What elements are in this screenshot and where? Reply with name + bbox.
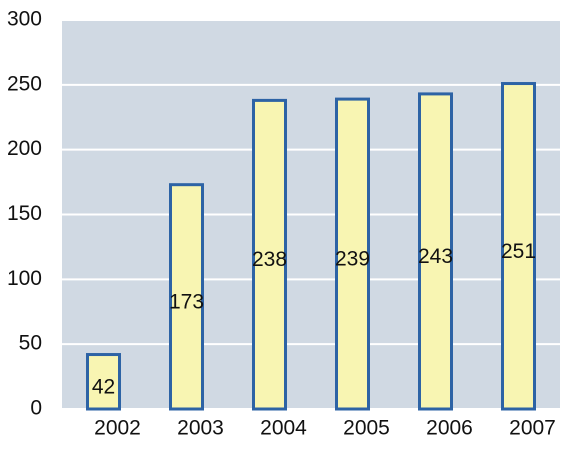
y-tick-label: 50 (19, 332, 42, 355)
x-tick-label: 2002 (94, 417, 141, 440)
y-tick-label: 150 (7, 202, 42, 225)
x-tick-label: 2003 (177, 417, 224, 440)
value-label: 238 (252, 248, 287, 271)
x-tick-label: 2004 (260, 417, 307, 440)
y-tick-label: 250 (7, 72, 42, 95)
x-tick-label: 2005 (343, 417, 390, 440)
bar (335, 97, 370, 411)
value-label: 251 (501, 240, 536, 263)
y-tick-label: 0 (30, 397, 42, 420)
bar (501, 82, 536, 411)
value-label: 243 (418, 245, 453, 268)
x-tick-label: 2006 (426, 417, 473, 440)
y-tick-label: 200 (7, 137, 42, 160)
bar (86, 353, 121, 411)
y-tick-label: 100 (7, 267, 42, 290)
value-label: 239 (335, 248, 370, 271)
bar (252, 98, 287, 411)
bar (169, 183, 204, 411)
value-label: 173 (169, 290, 204, 313)
bar (418, 92, 453, 411)
x-tick-label: 2007 (509, 417, 556, 440)
value-label: 42 (92, 375, 115, 398)
y-tick-label: 300 (7, 8, 42, 31)
